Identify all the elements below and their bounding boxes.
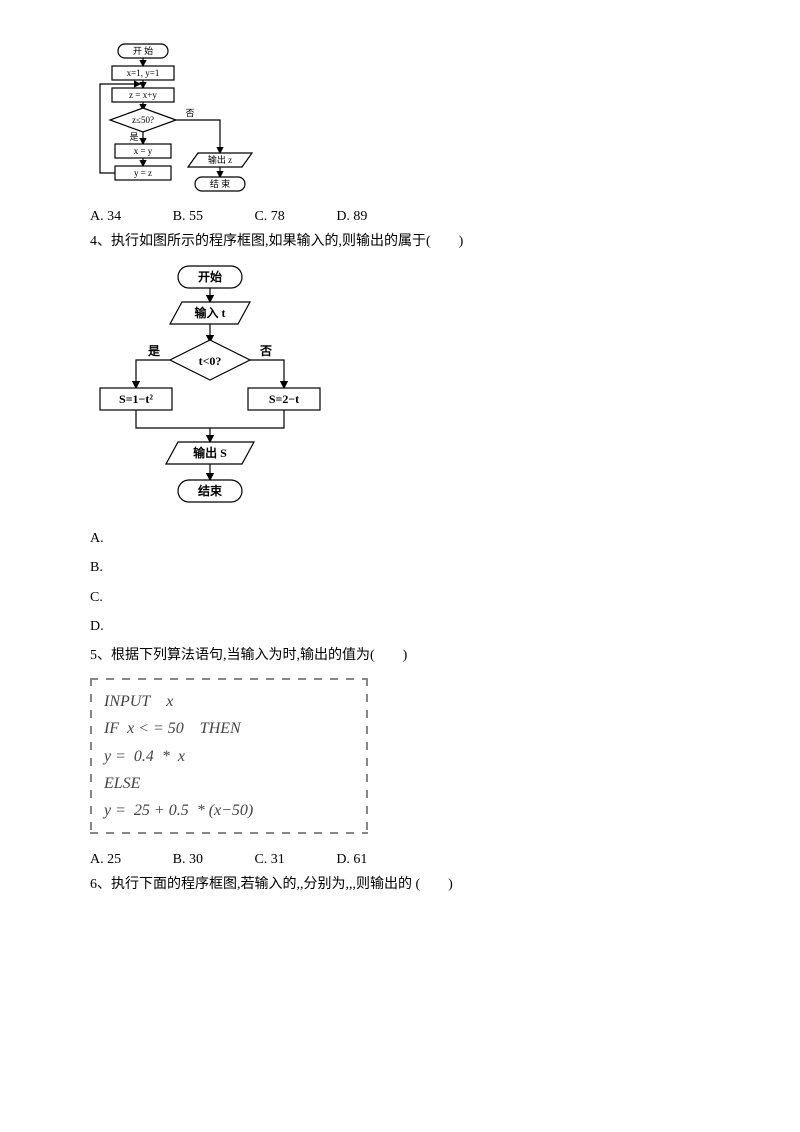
fc2-input: 输入 t [195,305,226,320]
q4-opt-c: C. [90,585,710,610]
code-line-4: ELSE [104,770,354,797]
flowchart-2: 开始 输入 t t<0? 是 否 S=1−t² S=2−t 输出 S 结束 [90,260,330,520]
q4-opt-a: A. [90,526,710,551]
q5-text: 5、根据下列算法语句,当输入为时,输出的值为( ) [90,643,710,668]
q4-opt-d: D. [90,614,710,639]
code-line-1: INPUT x [104,688,354,715]
fc2-start: 开始 [198,269,222,284]
q5-options: A. 25 B. 30 C. 31 D. 61 [90,852,710,868]
q5-opt-c: C. 31 [254,852,284,868]
fc1-assign-z: z = x+y [129,90,157,100]
fc1-cond: z≤50? [132,115,154,125]
fc2-yes: 是 [147,344,161,358]
q6-text: 6、执行下面的程序框图,若输入的,,分别为,,,则输出的 ( ) [90,872,710,897]
page-container: 开 始 x=1, y=1 z = x+y z≤50? 否 是 输出 z 结 束 … [0,0,800,941]
fc1-end: 结 束 [210,178,230,189]
fc1-step-yz: y = z [134,168,152,178]
fc2-cond: t<0? [199,354,222,368]
q3-opt-a: A. 34 [90,209,121,225]
fc1-output: 输出 z [208,154,232,165]
fc1-yes: 是 [129,132,138,142]
q4-opt-b: B. [90,555,710,580]
q5-opt-d: D. 61 [336,852,367,868]
q5-opt-b: B. 30 [173,852,203,868]
q3-opt-b: B. 55 [173,209,203,225]
fc2-end: 结束 [198,483,223,498]
fc2-output: 输出 S [193,445,227,460]
q5-opt-a: A. 25 [90,852,121,868]
fc2-no: 否 [259,344,272,358]
code-line-3: y = 0.4 * x [104,743,354,770]
q3-opt-c: C. 78 [254,209,284,225]
fc1-step-xy: x = y [134,146,153,156]
pseudocode-box: INPUT x IF x < = 50 THEN y = 0.4 * x ELS… [90,678,368,834]
q3-options: A. 34 B. 55 C. 78 D. 89 [90,209,710,225]
q3-opt-d: D. 89 [336,209,367,225]
fc2-left: S=1−t² [119,392,153,406]
flowchart-1: 开 始 x=1, y=1 z = x+y z≤50? 否 是 输出 z 结 束 … [90,40,280,205]
fc2-right: S=2−t [269,392,299,406]
code-line-2: IF x < = 50 THEN [104,715,354,742]
fc1-init: x=1, y=1 [127,68,160,78]
fc1-start: 开 始 [133,45,153,56]
fc1-no: 否 [185,108,194,118]
q4-text: 4、执行如图所示的程序框图,如果输入的,则输出的属于( ) [90,229,710,254]
code-line-5: y = 25 + 0.5 * (x−50) [104,797,354,824]
